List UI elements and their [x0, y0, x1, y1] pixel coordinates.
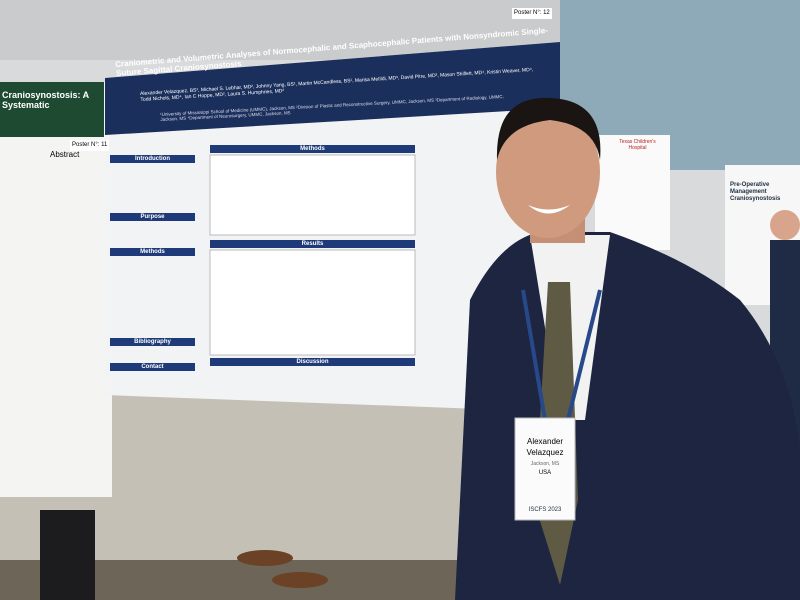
badge-city: Jackson, MS [530, 461, 560, 467]
left-heading: Abstract [50, 150, 80, 159]
skull-figure [209, 154, 416, 236]
left-poster [0, 82, 112, 497]
lanyard [521, 289, 547, 421]
right-title: Pre-Operative Management Craniosynostosi… [730, 182, 781, 202]
badge [514, 417, 576, 521]
section-header: Results [210, 240, 415, 248]
poster-number: Poster N°: 12 [512, 8, 552, 19]
lanyard [566, 289, 602, 421]
shoe [237, 550, 293, 566]
section-header: Bibliography [110, 338, 195, 346]
face [496, 106, 600, 238]
section-header: Contact [110, 363, 195, 371]
badge-country: USA [538, 470, 552, 476]
poster-number: Poster N°: 11 [70, 140, 110, 151]
left-title: Craniosynostosis: A Systematic [2, 90, 89, 111]
center-banner [105, 42, 560, 135]
section-header: Purpose [110, 213, 195, 221]
hair [496, 97, 601, 160]
badge-first-name: Alexander [526, 437, 564, 446]
badge-event: ISCFS 2023 [528, 507, 562, 513]
section-header: Methods [110, 248, 195, 256]
results-table [209, 249, 416, 356]
visitor-legs [40, 510, 95, 600]
hospital: Texas Children's Hospital [619, 139, 656, 151]
left-banner [0, 82, 104, 137]
smile [528, 205, 570, 214]
right-poster-a [595, 135, 670, 250]
section-header: Discussion [210, 358, 415, 366]
shoe [272, 572, 328, 588]
bystander-head [770, 210, 800, 240]
section-header: Introduction [110, 155, 195, 163]
badge-last-name: Velazquez [526, 448, 564, 457]
section-header: Methods [210, 145, 415, 153]
